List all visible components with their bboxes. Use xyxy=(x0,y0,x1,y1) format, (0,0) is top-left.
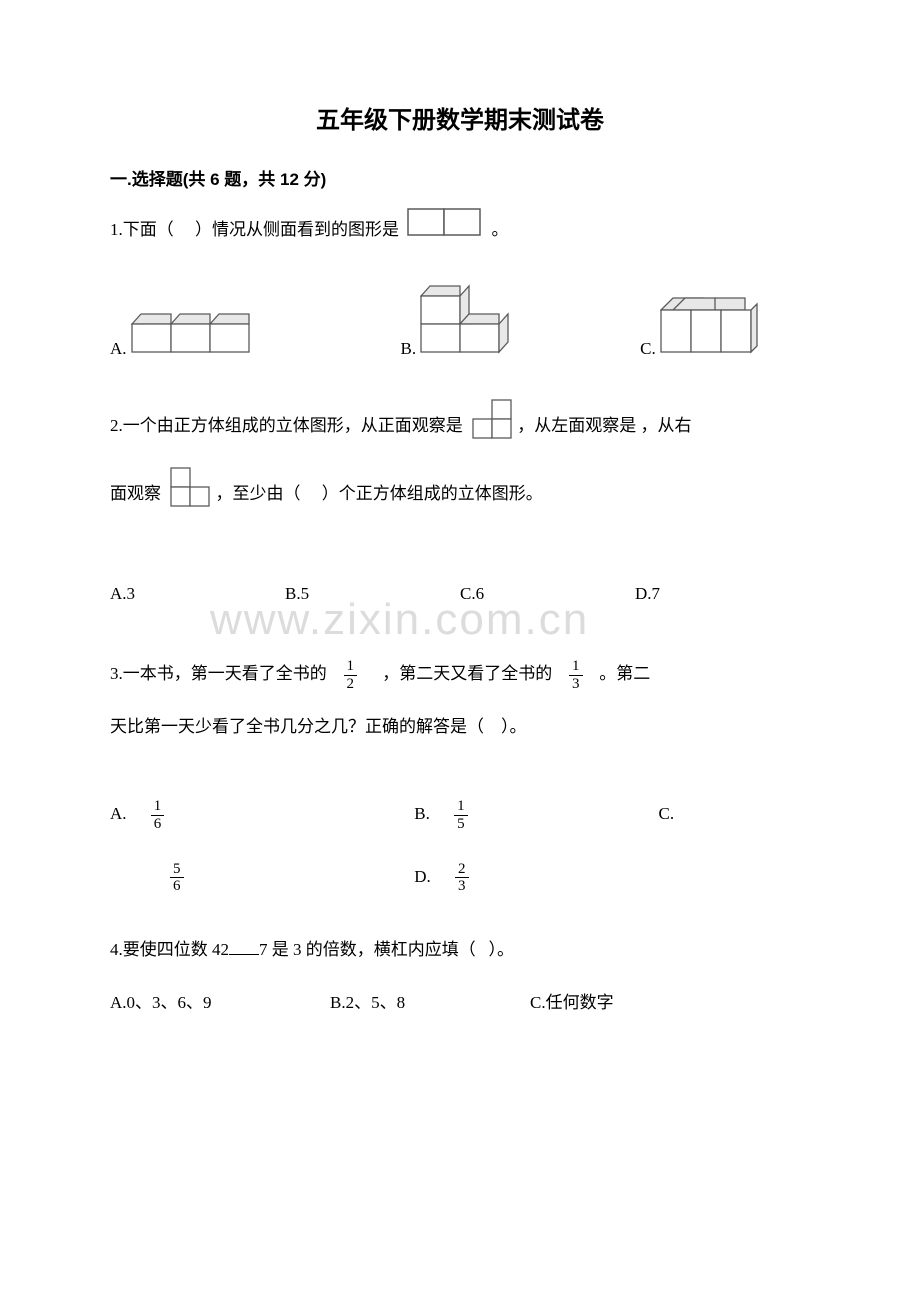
q3-fbn: 1 xyxy=(454,798,468,816)
q3-f1n: 1 xyxy=(344,658,358,676)
q3-fbd: 5 xyxy=(454,816,468,833)
q3-f1d: 2 xyxy=(344,676,358,693)
page-content: 五年级下册数学期末测试卷 一.选择题(共 6 题，共 12 分) 1.下面（ ）… xyxy=(110,100,810,1024)
q3-opta-label: A. xyxy=(110,804,127,823)
q2-l2a: 面观察 xyxy=(110,483,161,502)
q3-options-row1: A. 1 6 B. 1 5 C. xyxy=(110,790,810,838)
q4-tb: 7 是 3 的倍数，横杠内应填（ xyxy=(259,940,476,959)
q2-opta: A.3 xyxy=(110,584,285,604)
q3-optc: C. xyxy=(659,790,675,838)
section-header: 一.选择题(共 6 题，共 12 分) xyxy=(110,165,810,190)
q3-optd: D. 2 3 xyxy=(414,853,472,901)
q3-fcd: 6 xyxy=(170,878,184,895)
q2-l2c: ）个正方体组成的立体图形。 xyxy=(322,483,543,502)
q1-option-b: B. xyxy=(401,284,511,359)
q3-frac2: 1 3 xyxy=(569,658,583,692)
question-2-line1: 2.一个由正方体组成的立体图形，从正面观察是 ，从左面观察是 ，从右 xyxy=(110,399,810,455)
question-4: 4.要使四位数 42 7 是 3 的倍数，横杠内应填（ ）。 xyxy=(110,930,810,971)
q1-option-c: C. xyxy=(640,296,760,359)
q1-optc-shape xyxy=(660,296,760,359)
q2-shape2 xyxy=(169,467,211,523)
q4-tc: ）。 xyxy=(489,940,515,959)
q3-optb-label: B. xyxy=(414,804,430,823)
q1-optb-label: B. xyxy=(401,339,417,359)
q3-l1a: 3.一本书，第一天看了全书的 xyxy=(110,664,327,683)
q3-fad: 6 xyxy=(151,816,165,833)
q3-opta: A. 1 6 xyxy=(110,790,350,838)
q1-option-a: A. xyxy=(110,312,251,359)
q3-fan: 1 xyxy=(151,798,165,816)
q3-fracb: 1 5 xyxy=(454,798,468,832)
q3-l1c: 。第二 xyxy=(599,664,650,683)
q2-l2b: ，至少由（ xyxy=(216,483,301,502)
q3-l1b: ，第二天又看了全书的 xyxy=(382,664,552,683)
q3-optc-label: C. xyxy=(659,804,675,823)
q3-fraca: 1 6 xyxy=(151,798,165,832)
q1-optc-label: C. xyxy=(640,339,656,359)
q1-target-shape xyxy=(407,208,487,254)
q2-optc: C.6 xyxy=(460,584,635,604)
question-2-line2: 面观察 ，至少由（ ）个正方体组成的立体图形。 xyxy=(110,467,810,523)
q3-l2e: ）。 xyxy=(501,717,527,736)
q2-l1b: ，从左面观察是 ，从右 xyxy=(517,416,691,435)
q4-blank xyxy=(229,954,259,955)
q4-optb: B.2、5、8 xyxy=(330,983,530,1024)
q3-fdn: 2 xyxy=(455,861,469,879)
q2-l1a: 2.一个由正方体组成的立体图形，从正面观察是 xyxy=(110,416,463,435)
q3-fcn: 5 xyxy=(170,861,184,879)
q4-options: A.0、3、6、9 B.2、5、8 C.任何数字 xyxy=(110,983,810,1024)
q3-options-row2: 5 6 D. 2 3 xyxy=(110,853,810,901)
question-1: 1.下面（ ）情况从侧面看到的图形是 。 xyxy=(110,208,810,254)
q3-optb: B. 1 5 xyxy=(414,790,594,838)
q3-fracd: 2 3 xyxy=(455,861,469,895)
q3-fdd: 3 xyxy=(455,878,469,895)
q1-prefix: 1.下面（ xyxy=(110,220,174,239)
q2-options: A.3 B.5 C.6 D.7 xyxy=(110,584,810,604)
q3-fracc: 5 6 xyxy=(170,861,184,895)
q3-f2n: 1 xyxy=(569,658,583,676)
question-3-line1: 3.一本书，第一天看了全书的 1 2 ，第二天又看了全书的 1 3 。第二 xyxy=(110,654,810,695)
q3-optc-frac: 5 6 xyxy=(150,853,350,901)
q1-options-row: A. B. xyxy=(110,284,810,359)
q1-opta-shape xyxy=(131,312,251,359)
q2-optb: B.5 xyxy=(285,584,460,604)
q1-end: 。 xyxy=(492,220,509,239)
q2-shape1 xyxy=(471,399,513,455)
q2-optd: D.7 xyxy=(635,584,810,604)
question-3-line2: 天比第一天少看了全书几分之几？正确的解答是（ ）。 xyxy=(110,707,810,748)
q1-suffix: ）情况从侧面看到的图形是 xyxy=(195,220,399,239)
q4-ta: 4.要使四位数 42 xyxy=(110,940,229,959)
q3-f2d: 3 xyxy=(569,676,583,693)
q1-optb-shape xyxy=(420,284,510,359)
q1-opta-label: A. xyxy=(110,339,127,359)
q3-optd-label: D. xyxy=(414,867,431,886)
q4-optc: C.任何数字 xyxy=(530,983,614,1024)
q3-l2: 天比第一天少看了全书几分之几？正确的解答是（ xyxy=(110,717,484,736)
page-title: 五年级下册数学期末测试卷 xyxy=(110,100,810,135)
q4-opta: A.0、3、6、9 xyxy=(110,983,330,1024)
q3-frac1: 1 2 xyxy=(344,658,358,692)
